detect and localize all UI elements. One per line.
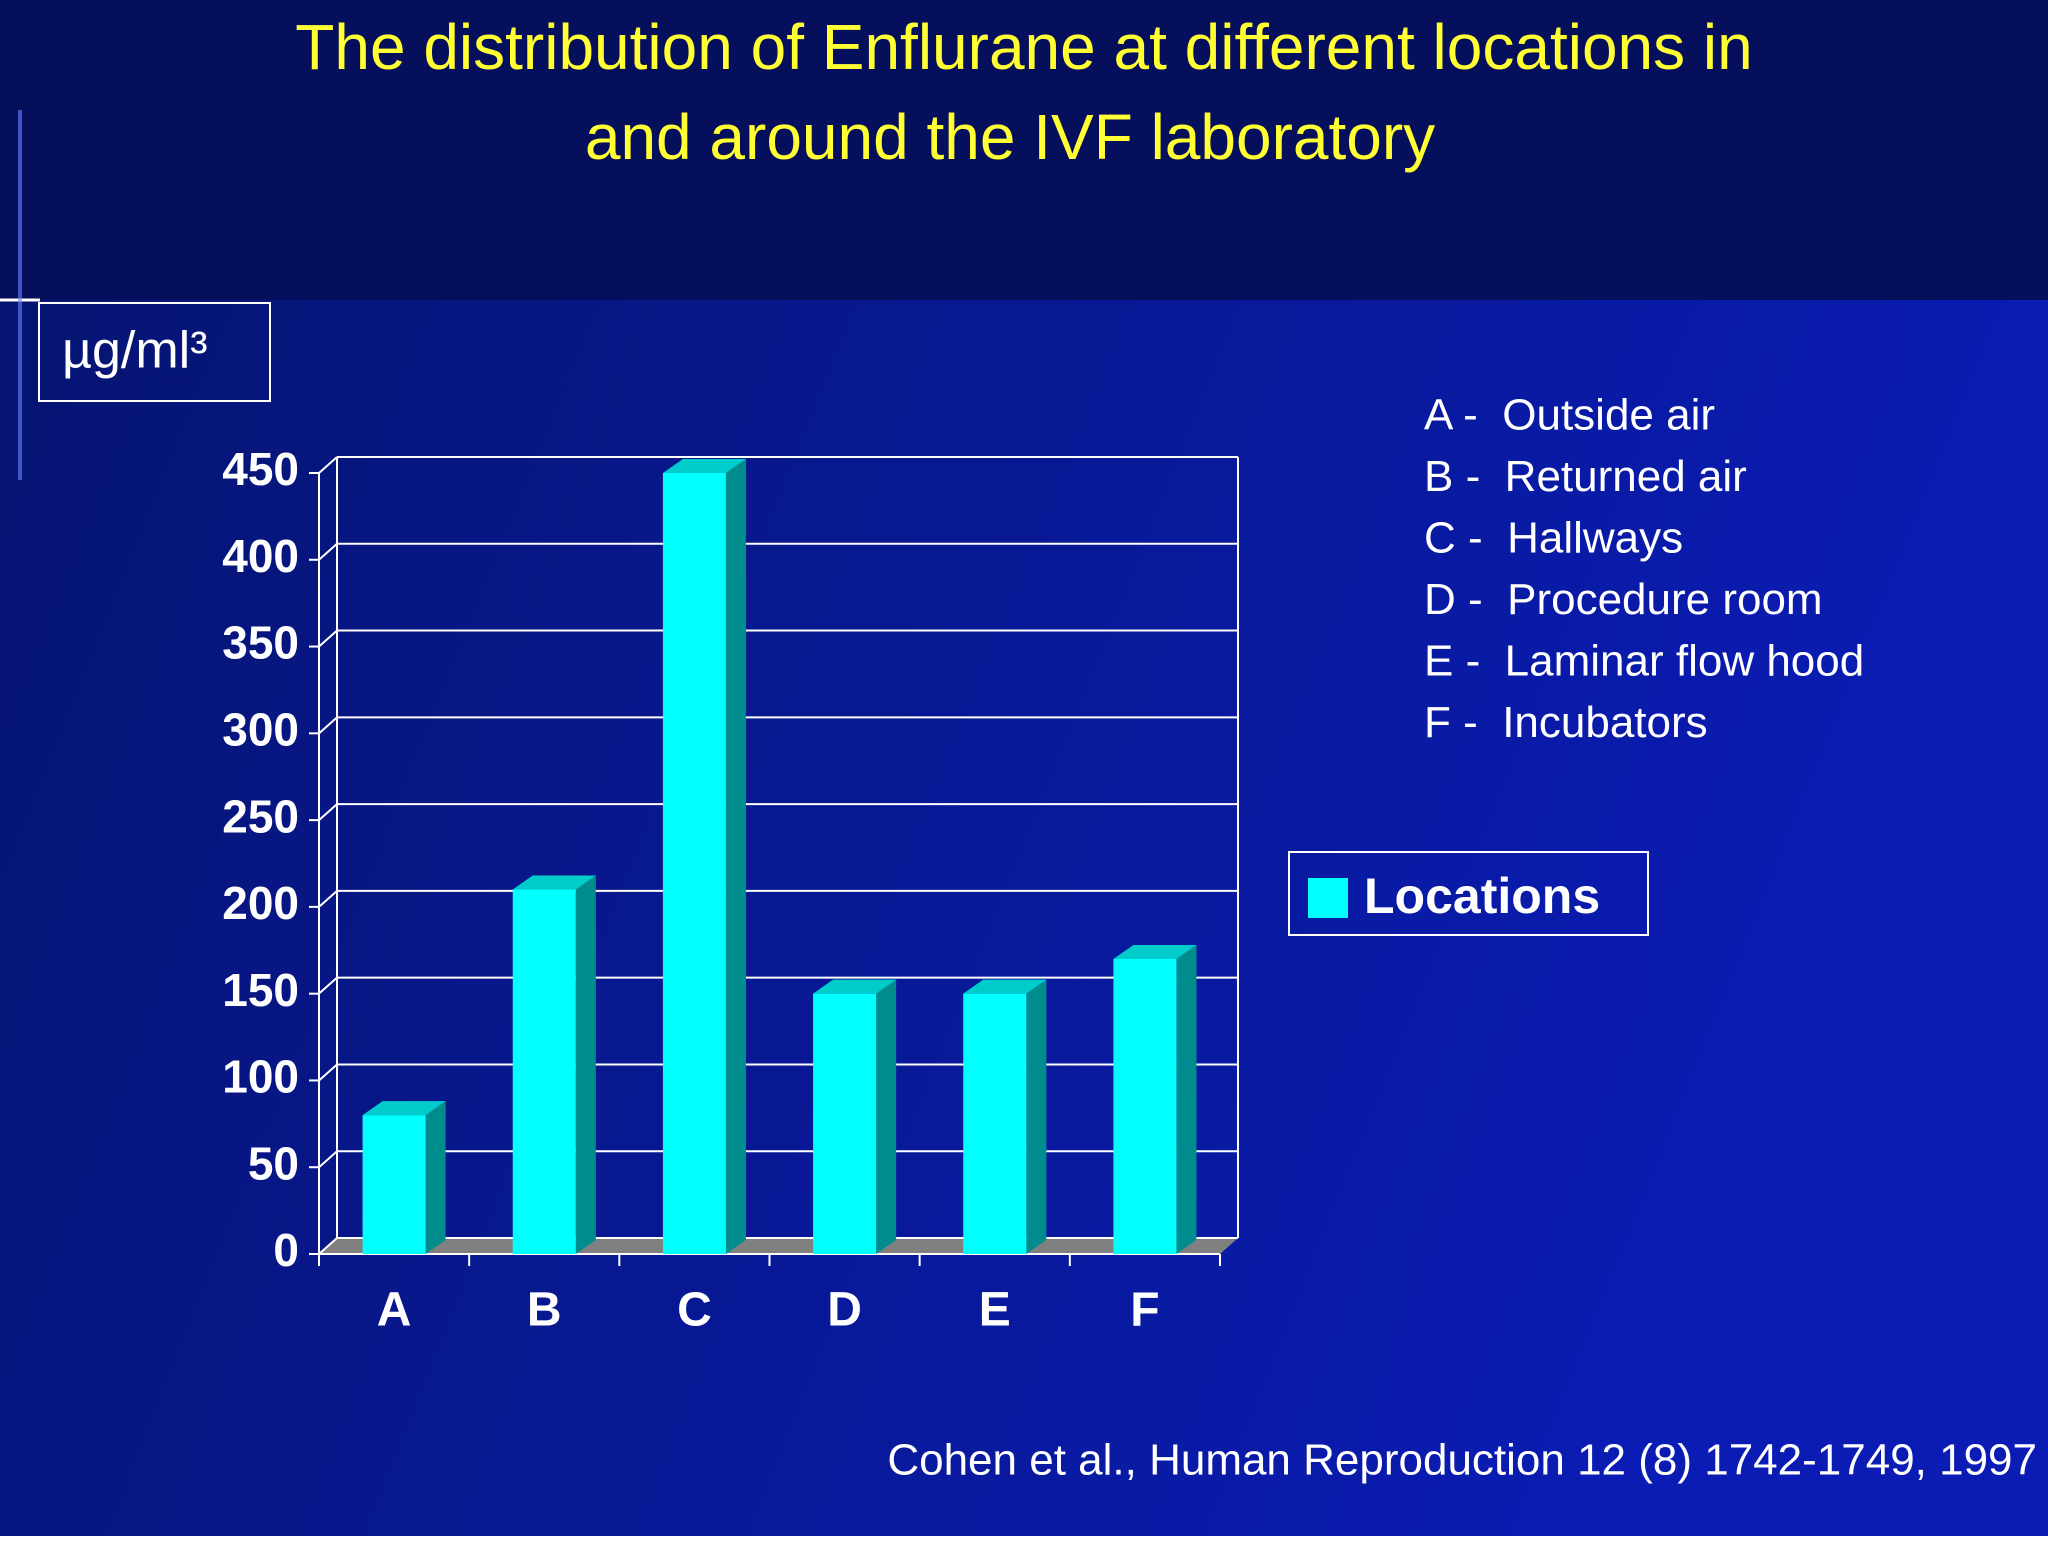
bar-top-shade: [512, 875, 596, 890]
bar-side-shade: [1026, 979, 1047, 1254]
bar: [512, 889, 576, 1254]
bar-side: [575, 875, 596, 1254]
bar-side: [425, 1101, 446, 1254]
legend-swatch: [1308, 878, 1348, 918]
grid-line: [318, 976, 338, 995]
bar-top: [1113, 944, 1197, 959]
legend-label: Locations: [1364, 868, 1600, 924]
grid-line: [318, 1150, 338, 1168]
bar: [362, 1115, 426, 1254]
bar-top-shade: [362, 1101, 446, 1116]
note: E - Laminar flow hood: [1424, 637, 1864, 686]
grid-line: [318, 890, 338, 908]
floor: [319, 1238, 1238, 1254]
bar-top-shade: [813, 979, 897, 994]
grid-line: [318, 629, 338, 648]
bar: [1113, 958, 1177, 1254]
title: and around the IVF laboratory: [585, 101, 1435, 173]
y-tick-label: 100: [222, 1051, 299, 1103]
note: C - Hallways: [1424, 514, 1683, 563]
y-tick-label: 200: [222, 877, 299, 929]
y-tick-label: 450: [222, 443, 299, 495]
grid-line: [318, 803, 338, 821]
y-tick-label: 0: [273, 1224, 299, 1276]
bar: [662, 473, 726, 1254]
legend-box: [1288, 851, 1649, 936]
note: F - Incubators: [1424, 698, 1708, 747]
title-band: [0, 0, 2048, 300]
bar-side-shade: [1176, 944, 1197, 1254]
y-tick-label: 150: [222, 964, 299, 1016]
bar-top: [963, 979, 1047, 994]
x-tick-label: C: [677, 1284, 712, 1337]
bar: [813, 993, 877, 1254]
grid-line: [318, 716, 338, 735]
bar-side: [876, 979, 897, 1254]
grid-line: [318, 456, 338, 474]
title: The distribution of Enflurane at differe…: [295, 11, 1752, 83]
y-tick-label: 50: [248, 1137, 299, 1189]
grid-line: [318, 1237, 338, 1255]
note: D - Procedure room: [1424, 575, 1823, 624]
note: B - Returned air: [1424, 452, 1747, 501]
bar-side-shade: [876, 979, 897, 1254]
note: A - Outside air: [1424, 391, 1715, 440]
source: Cohen et al., Human Reproduction 12 (8) …: [887, 1436, 2037, 1485]
bar-side: [725, 459, 746, 1254]
y-tick-label: 250: [222, 790, 299, 842]
bar-top-shade: [963, 979, 1047, 994]
grid-line: [318, 1063, 338, 1082]
bar: [963, 993, 1027, 1254]
x-tick-label: B: [527, 1284, 562, 1337]
grid-line: [318, 543, 338, 561]
bar-top: [813, 979, 897, 994]
bar-side-shade: [575, 875, 596, 1254]
bar-top: [362, 1101, 446, 1116]
bar-side: [1176, 944, 1197, 1254]
bar-side-shade: [725, 459, 746, 1254]
bar-side-shade: [425, 1101, 446, 1254]
bar-top: [662, 459, 746, 473]
y-label: µg/ml³: [62, 322, 208, 380]
x-tick-label: D: [827, 1284, 862, 1337]
x-tick-label: A: [377, 1284, 412, 1337]
bar-top-shade: [1113, 944, 1197, 959]
x-tick-label: E: [979, 1284, 1011, 1337]
bar-top: [512, 875, 596, 890]
bar-top-shade: [662, 459, 746, 473]
bar-side: [1026, 979, 1047, 1254]
y-tick-label: 400: [222, 530, 299, 582]
x-tick-label: F: [1130, 1284, 1159, 1337]
y-label-box: [38, 302, 271, 402]
y-tick-label: 300: [222, 703, 299, 755]
y-tick-label: 350: [222, 617, 299, 669]
